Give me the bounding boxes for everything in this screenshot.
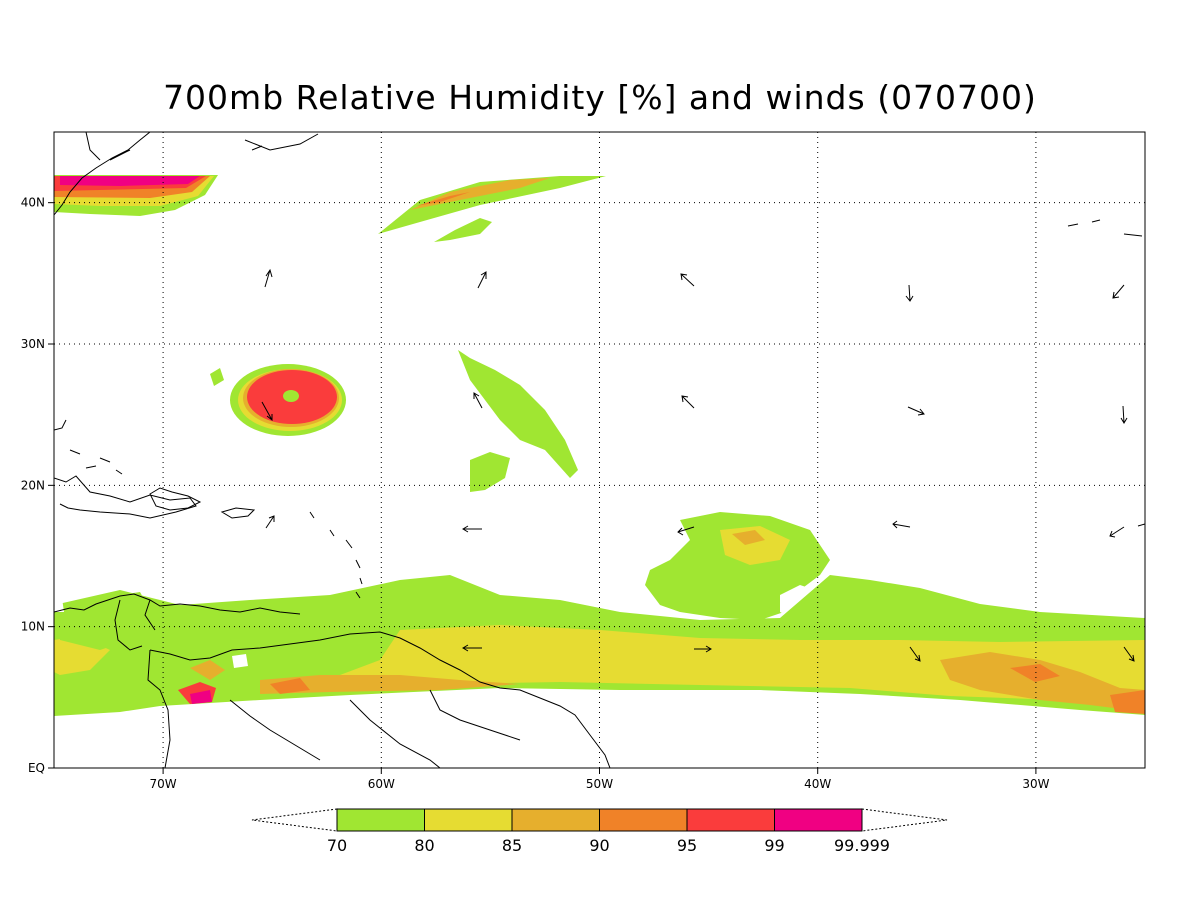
coast-north-america (54, 132, 319, 216)
coast-atlantic-islands (1067, 219, 1145, 527)
wind-arrow (907, 406, 925, 416)
coast-central-america (54, 593, 301, 651)
colorbar-swatch (336, 808, 425, 832)
rh-region-caribbean-85 (190, 660, 225, 680)
lon-tick-label: 70W (150, 777, 177, 791)
wind-arrow (677, 526, 695, 536)
wind-arrow (892, 520, 911, 529)
wind-arrow (265, 515, 275, 529)
wind-arrow (1123, 646, 1135, 662)
map-title: 700mb Relative Humidity [%] and winds (0… (163, 78, 1037, 117)
rh-region-hole-2 (54, 598, 64, 612)
wind-arrow (473, 392, 483, 409)
rh-region-central-trough (458, 350, 578, 478)
wind-arrow (694, 645, 712, 653)
rh-region-east-blob-85 (732, 530, 765, 545)
lat-tick-label: EQ (28, 761, 45, 775)
colorbar-swatch (511, 808, 600, 832)
colorbar-label: 99 (764, 836, 784, 855)
rh-region-venezuela-99 (190, 690, 212, 704)
colorbar-label: 95 (677, 836, 697, 855)
wind-arrow (680, 273, 695, 287)
rh-region-central-trough-2 (470, 452, 510, 492)
colorbar-legend: 70 80 85 90 95 99 99.999 (251, 808, 948, 855)
rh-region-panama-70 (60, 592, 150, 650)
lon-tick-label: 50W (586, 777, 613, 791)
wind-arrow (264, 268, 273, 288)
rh-region-itcz-90b (1110, 690, 1145, 714)
lat-tick-label: 20N (21, 478, 45, 492)
wind-arrow (1120, 405, 1128, 424)
rh-hurricane-eye (283, 390, 299, 402)
lat-tick-label: 10N (21, 620, 45, 634)
colorbar-label: 85 (502, 836, 522, 855)
humidity-shading (54, 175, 1145, 716)
colorbar-label: 70 (327, 836, 347, 855)
lon-tick-label: 60W (368, 777, 395, 791)
wind-arrow (905, 284, 914, 302)
coast-cuba (54, 475, 197, 519)
rh-region-small-patch-1 (434, 218, 492, 242)
lat-tick-label: 30N (21, 337, 45, 351)
coast-bahamas (54, 419, 123, 475)
wind-arrow (462, 644, 482, 652)
rh-region-northeast-99 (60, 176, 200, 186)
coastlines (54, 132, 1145, 768)
wind-arrow (1112, 284, 1125, 299)
colorbar-swatch (774, 808, 863, 832)
lon-tick-label: 40W (804, 777, 831, 791)
wind-arrow (1109, 526, 1125, 538)
rh-region-itcz-80 (300, 625, 1145, 700)
wind-arrow (261, 401, 273, 422)
lat-tick-label: 40N (21, 196, 45, 210)
wind-arrow (462, 525, 482, 533)
rh-region-south-coast-90 (270, 678, 310, 694)
rh-region-itcz-90 (1010, 664, 1060, 682)
wind-vectors (261, 268, 1135, 662)
colorbar-left-extension (251, 808, 338, 832)
wind-arrow (681, 395, 695, 409)
rh-region-north-atlantic-85 (410, 178, 550, 210)
lon-tick-label: 30W (1022, 777, 1049, 791)
colorbar-right-extension (861, 808, 948, 832)
coast-south-america (147, 631, 611, 768)
colorbar-label: 90 (589, 836, 609, 855)
colorbar-label: 80 (414, 836, 434, 855)
wind-arrow (909, 646, 921, 662)
coast-lesser-antilles (309, 511, 363, 599)
rh-small-patch-2 (210, 368, 224, 386)
colorbar-swatch (686, 808, 775, 832)
rh-region-itcz-85 (940, 652, 1145, 712)
axes: 70W 60W 50W 40W 30W EQ 10N 20N 30N 40N (21, 196, 1050, 791)
gridlines (54, 132, 1145, 768)
rh-region-south-coast-85 (260, 675, 520, 694)
rh-region-hole-1 (232, 654, 248, 668)
wind-arrow (477, 271, 487, 289)
coast-hispaniola (149, 487, 256, 519)
colorbar-label: 99.999 (834, 836, 890, 855)
colorbar-swatch (424, 808, 513, 832)
colorbar-swatch (599, 808, 688, 832)
